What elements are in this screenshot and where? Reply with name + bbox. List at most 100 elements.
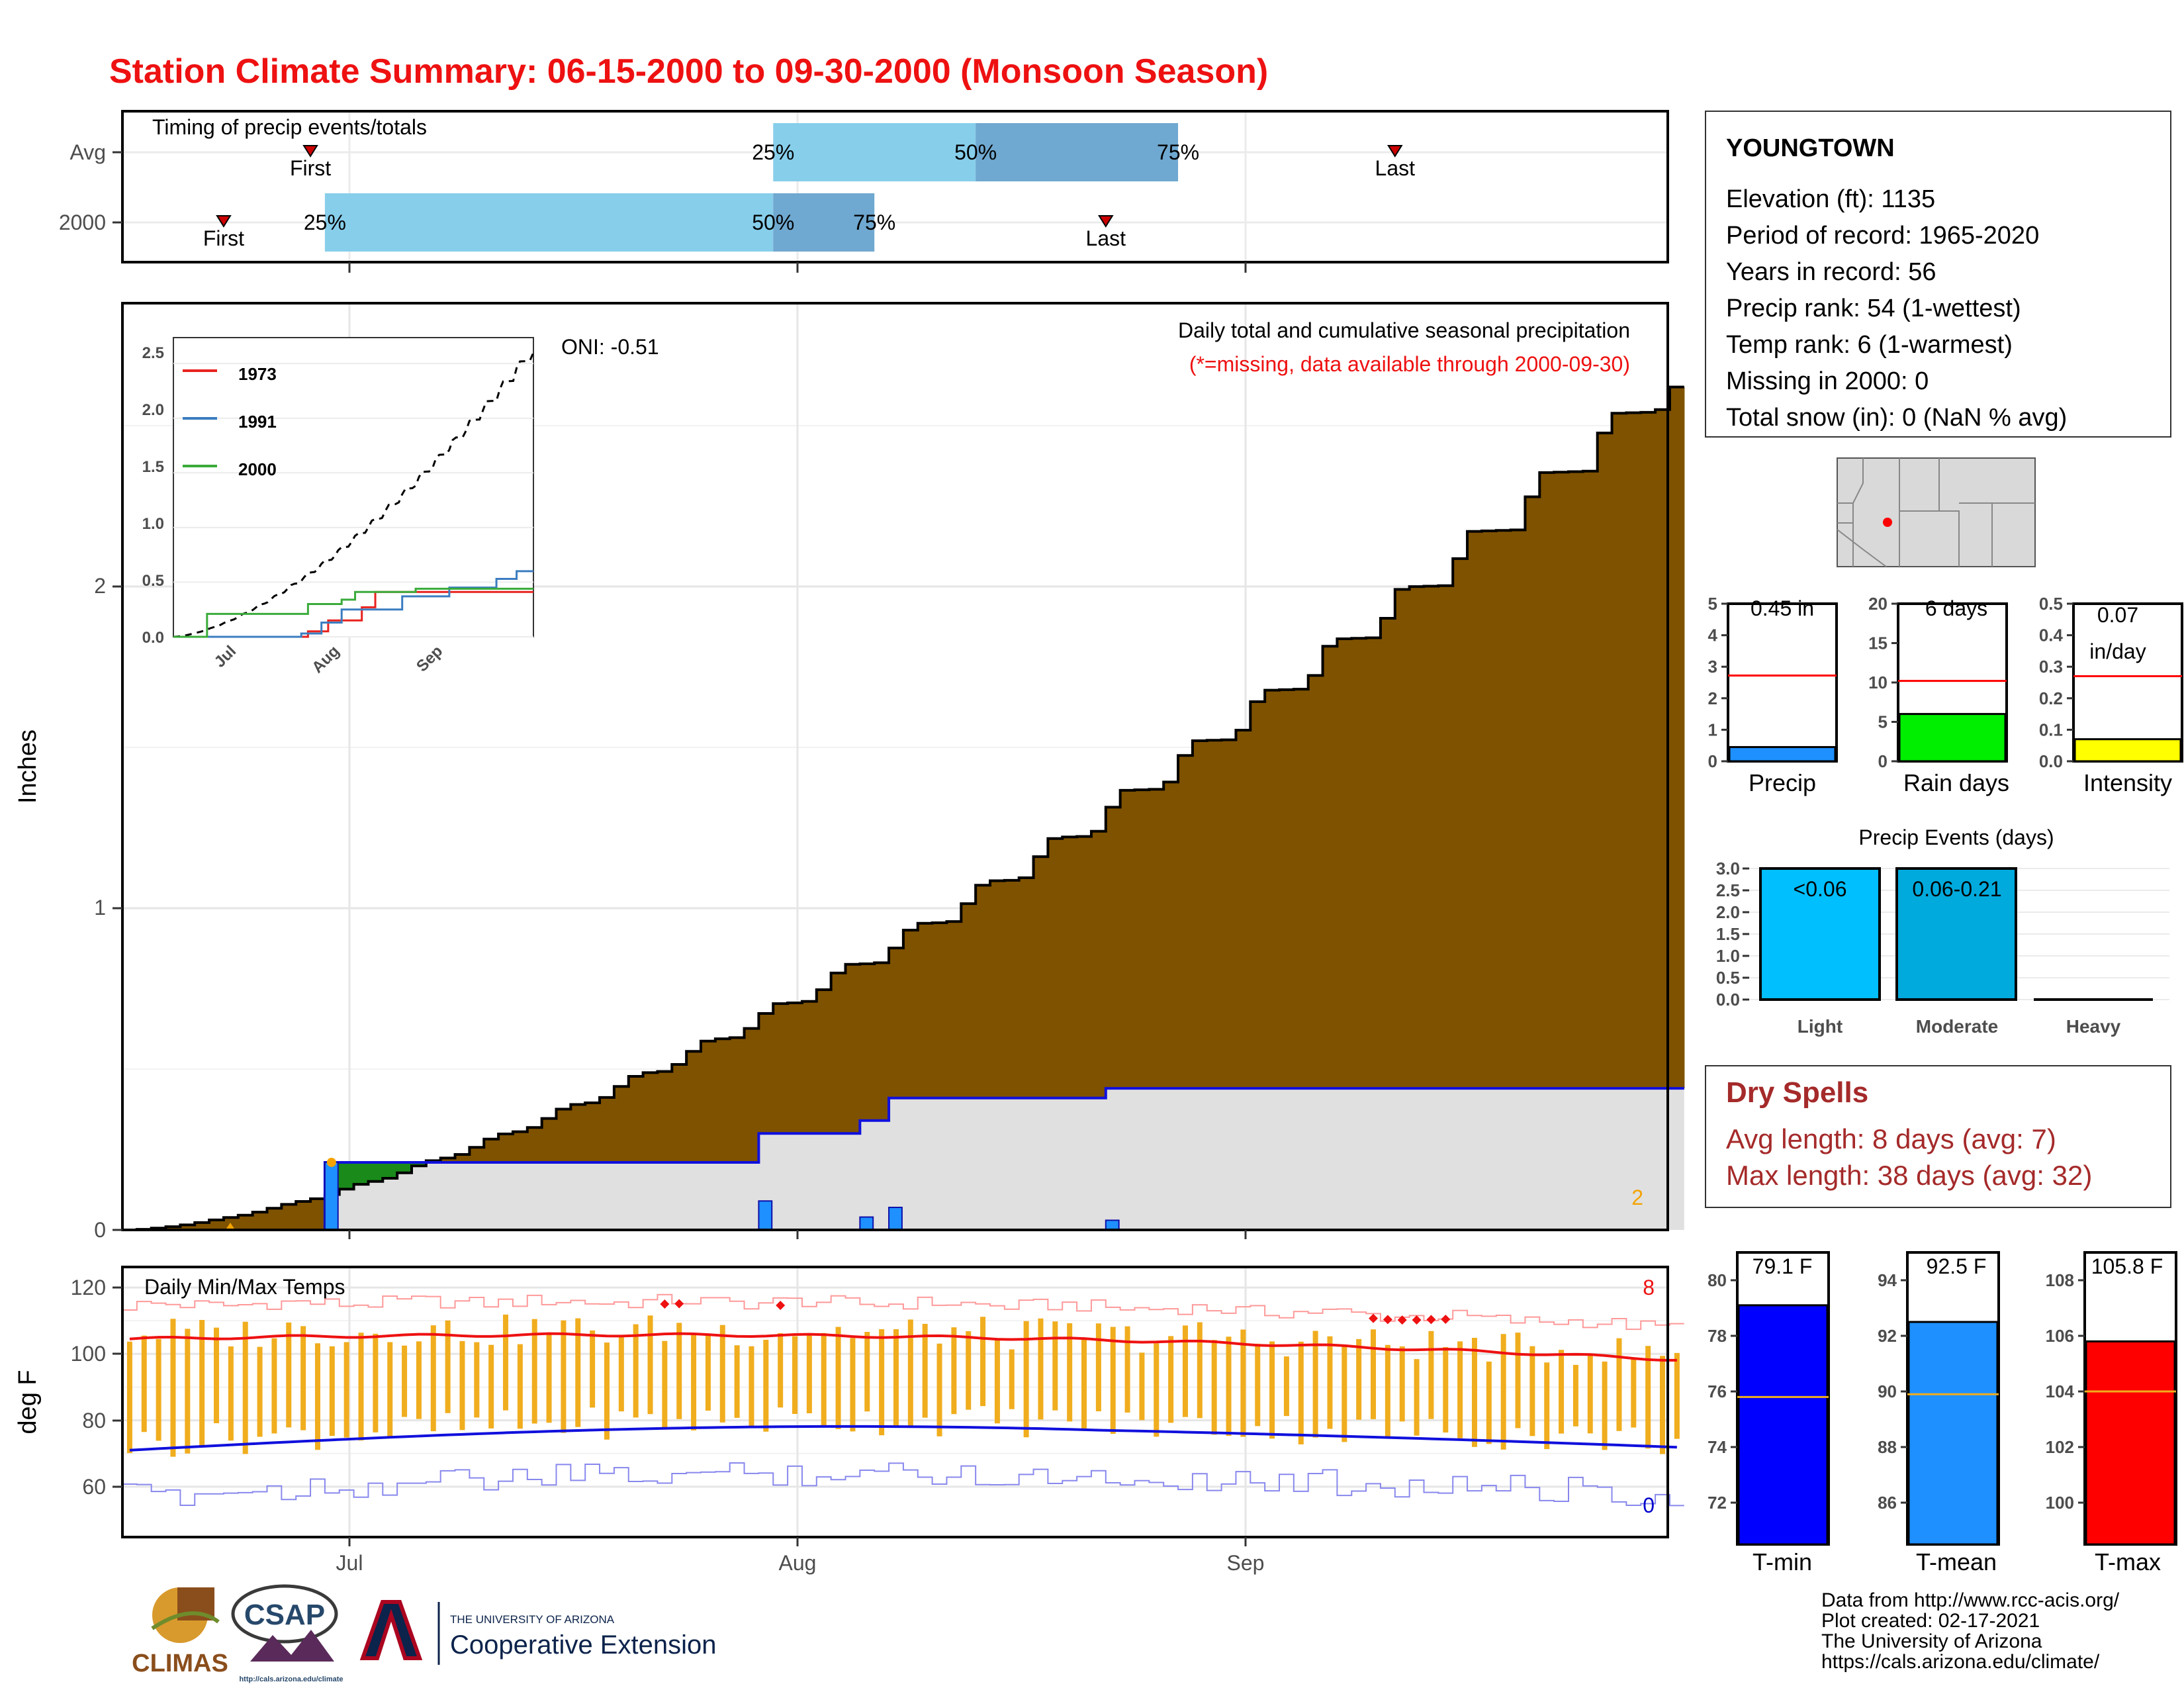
inset-chart: 1973 1991 2000 0.0 0.5 1.0 1.5 2.0 2.5 J…: [142, 337, 535, 677]
mini-ytick-label: 0.2: [2039, 688, 2063, 708]
mini-ytick-label: 0.4: [2039, 626, 2064, 645]
avg-row-q25-label: 25%: [752, 140, 794, 164]
mini-chart-frame: [1727, 602, 1838, 763]
daily-precip-bar: [1105, 1219, 1120, 1231]
ua-small-text: THE UNIVERSITY OF ARIZONA: [450, 1613, 615, 1626]
tbar-ytick-label: 78: [1707, 1326, 1727, 1346]
dry-spells-avg: Avg length: 8 days (avg: 7): [1726, 1123, 2056, 1154]
deficit-bar: [1322, 646, 1338, 1089]
tbar-value-bar: [1737, 1304, 1829, 1546]
deficit-bar: [1394, 589, 1410, 1089]
tbar-value-tmean: 92.5 F: [1927, 1254, 1987, 1278]
tbar-ytick-label: 86: [1878, 1493, 1897, 1513]
tbar-ytick-label: 88: [1878, 1437, 1897, 1457]
tbar-ytick-label: 76: [1707, 1382, 1727, 1401]
surplus-bar: [397, 1162, 412, 1173]
deficit-bar: [1554, 472, 1569, 1089]
temp-ytick-100: 100: [71, 1342, 106, 1366]
footer-credits: Data from http://www.rcc-acis.org/ Plot …: [1821, 1589, 2120, 1673]
precip-panel: Inches 0 1 2 ONI: -0.51 Daily total and …: [14, 302, 1685, 1242]
mini-value-precip: 0.45 in: [1751, 596, 1814, 620]
tbar-ytick-label: 80: [1707, 1270, 1727, 1290]
record-high-marker: [1441, 1315, 1451, 1325]
deficit-bar: [1120, 790, 1136, 1089]
inset-series-1991: [173, 570, 533, 638]
deficit-bar: [1366, 637, 1381, 1089]
tbar-ytick-label: 104: [2046, 1382, 2075, 1401]
record-low-count: 0: [1643, 1493, 1655, 1517]
avg-row-q50-q75-bar: [976, 123, 1179, 181]
average-min-line: [129, 1425, 1677, 1452]
avg-row-last-label: Last: [1375, 156, 1416, 180]
deficit-bar: [1308, 675, 1324, 1089]
temp-ylabel: deg F: [14, 1370, 42, 1434]
deficit-bar: [672, 1064, 687, 1162]
deficit-bar: [917, 923, 933, 1098]
inset-ytick: 1.0: [142, 515, 164, 533]
deficit-bar: [1206, 740, 1222, 1089]
tbar-label-tmax: T-max: [2095, 1548, 2161, 1575]
csap-logo: CSAP http://cals.arizona.edu/climate: [231, 1584, 343, 1683]
deficit-bar: [209, 1219, 224, 1230]
tbar-ytick-label: 72: [1707, 1493, 1727, 1513]
inset-legend-2000: 2000: [238, 459, 277, 479]
tbar-ytick-label: 102: [2046, 1437, 2074, 1457]
first-event-tick: [226, 1223, 234, 1229]
deficit-bar: [729, 1037, 745, 1162]
record-high-marker: [1369, 1313, 1379, 1323]
deficit-bar: [990, 880, 1005, 1098]
deficit-bar: [801, 1001, 817, 1134]
mini-value-bar: [1898, 713, 2007, 763]
climas-logo: CLIMAS: [132, 1587, 228, 1677]
deficit-bar: [860, 964, 875, 1121]
record-min-line: [122, 1462, 1684, 1507]
deficit-bar: [310, 1198, 326, 1230]
deficit-bar: [1569, 471, 1584, 1089]
deficit-bar: [1409, 586, 1425, 1089]
deficit-bar: [1149, 789, 1164, 1089]
deficit-bar: [903, 930, 919, 1098]
cumulative-2000-line: [122, 1087, 1684, 1231]
inset-ytick: 2.0: [142, 401, 164, 419]
tbar-value-tmin: 79.1 F: [1752, 1254, 1813, 1278]
tbar-label-tmean: T-mean: [1916, 1548, 1997, 1575]
tbar-label-tmin: T-min: [1752, 1548, 1812, 1575]
year2000-row-q25-label: 25%: [304, 211, 346, 234]
mini-value-raindays: 6 days: [1925, 596, 1987, 620]
inset-ytick: 1.5: [142, 458, 164, 476]
dry-spells-max: Max length: 38 days (avg: 32): [1726, 1160, 2092, 1191]
deficit-bar: [961, 904, 976, 1098]
deficit-bar: [223, 1217, 239, 1230]
deficit-bar: [469, 1147, 484, 1162]
record-max-line: [122, 1293, 1684, 1331]
deficit-bar: [773, 1004, 788, 1134]
deficit-bar: [701, 1041, 716, 1162]
deficit-bar: [932, 923, 948, 1098]
station-name: YOUNGTOWN: [1726, 134, 1895, 162]
record-high-marker: [660, 1299, 670, 1309]
mini-ytick-label: 2: [1708, 688, 1717, 708]
precip-ytick-0: 0: [94, 1218, 106, 1242]
events-ytick-label: 0.5: [1716, 968, 1740, 988]
temp-xtick-jul: Jul: [336, 1551, 363, 1575]
deficit-bar: [1134, 790, 1150, 1089]
footer-university: The University of Arizona: [1821, 1630, 2042, 1652]
events-ytick-label: 1.5: [1716, 924, 1740, 944]
footer-created: Plot created: 02-17-2021: [1821, 1610, 2040, 1632]
record-high-marker: [776, 1301, 786, 1311]
ua-logo: THE UNIVERSITY OF ARIZONA Cooperative Ex…: [359, 1600, 716, 1665]
deficit-bar: [686, 1051, 702, 1162]
deficit-bar: [527, 1127, 543, 1162]
csap-logo-text: CSAP: [244, 1599, 325, 1631]
season-temp-bars: 80 78 76 74 72 94 92 90 88 86 108 106 104 102 100: [1707, 1251, 2177, 1546]
deficit-bar: [180, 1225, 195, 1230]
precip-caption: Daily total and cumulative seasonal prec…: [1178, 318, 1630, 342]
year2000-row-q50-label: 50%: [752, 211, 794, 234]
station-period: Period of record: 1965-2020: [1726, 222, 2039, 250]
deficit-bar: [1279, 689, 1295, 1089]
deficit-bar: [1019, 877, 1034, 1098]
station-years: Years in record: 56: [1726, 258, 1936, 286]
mini-ytick-label: 4: [1708, 626, 1718, 645]
record-high-marker: [1412, 1315, 1422, 1325]
mini-ytick-label: 5: [1878, 712, 1888, 732]
